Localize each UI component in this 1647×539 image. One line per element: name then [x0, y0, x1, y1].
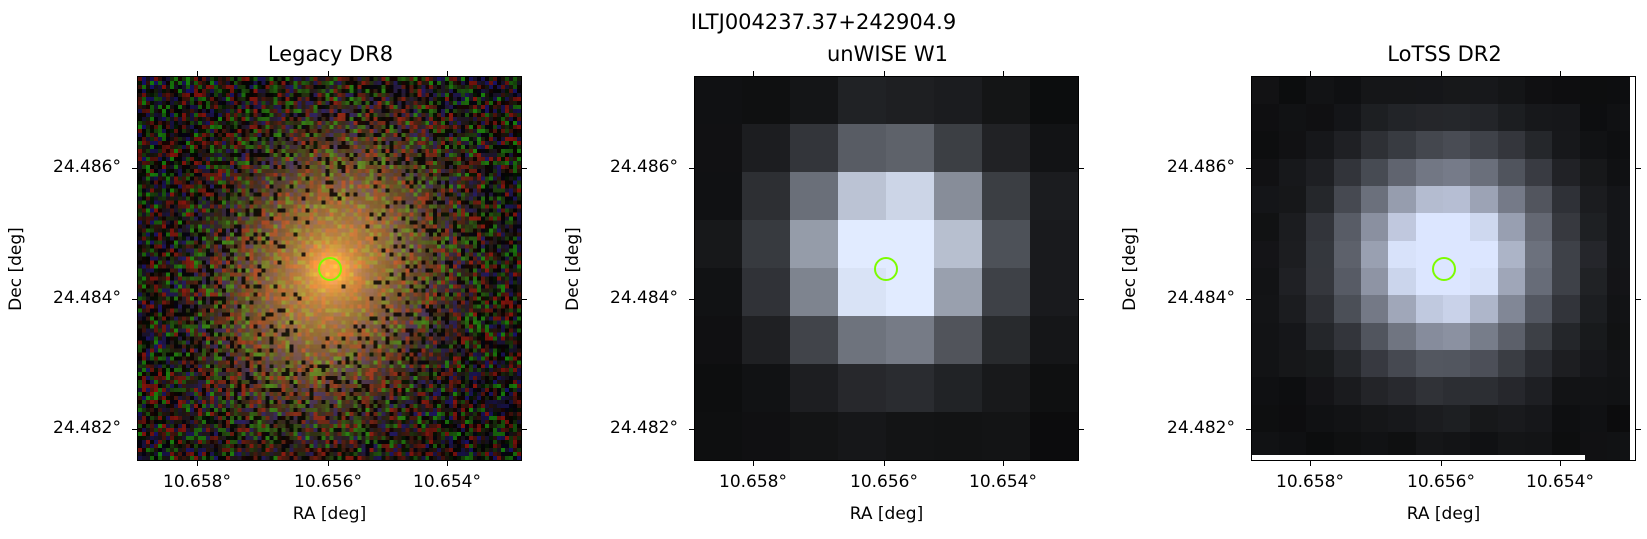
y-tick-right [521, 429, 527, 430]
y-tick-left [689, 168, 695, 169]
y-tick-label: 24.486° [610, 157, 678, 177]
y-tick-right [521, 299, 527, 300]
y-tick-label: 24.486° [1167, 157, 1235, 177]
y-tick-left [132, 168, 138, 169]
figure-title: ILTJ004237.37+242904.9 [690, 10, 957, 34]
x-axis-label: RA [deg] [292, 504, 367, 524]
y-axis-label: Dec [deg] [563, 227, 583, 311]
y-tick-left [132, 299, 138, 300]
x-tick-bottom [447, 460, 448, 466]
y-tick-left [689, 429, 695, 430]
y-tick-right [521, 168, 527, 169]
y-tick-right [1635, 168, 1641, 169]
y-tick-left [1246, 429, 1252, 430]
x-tick-bottom [1441, 460, 1442, 466]
y-tick-left [1246, 168, 1252, 169]
y-tick-label: 24.482° [610, 418, 678, 438]
x-tick-bottom [1560, 460, 1561, 466]
panel-title: unWISE W1 [827, 42, 948, 66]
unwise-w1-panel: unWISE W1 24.486° 24.484° 24.482° 10.658… [563, 42, 1084, 524]
x-tick-top [1310, 71, 1311, 77]
y-tick-right [1635, 429, 1641, 430]
x-tick-top [447, 71, 448, 77]
x-tick-label: 10.654° [969, 472, 1037, 492]
blank-edge [1252, 455, 1585, 460]
y-tick-left [132, 429, 138, 430]
panel-title: LoTSS DR2 [1387, 42, 1502, 66]
x-axis-label: RA [deg] [849, 504, 924, 524]
x-tick-label: 10.656° [850, 472, 918, 492]
source-marker [874, 257, 898, 281]
x-tick-top [1560, 71, 1561, 77]
x-tick-label: 10.658° [1276, 472, 1344, 492]
y-tick-label: 24.486° [53, 157, 121, 177]
y-tick-right [1078, 429, 1084, 430]
x-tick-bottom [884, 460, 885, 466]
y-tick-right [1078, 168, 1084, 169]
source-marker [318, 257, 342, 281]
x-tick-top [1003, 71, 1004, 77]
y-tick-left [1246, 299, 1252, 300]
x-tick-bottom [328, 460, 329, 466]
x-tick-label: 10.658° [163, 472, 231, 492]
x-tick-bottom [1310, 460, 1311, 466]
y-tick-label: 24.482° [1167, 418, 1235, 438]
panel-title: Legacy DR8 [267, 42, 394, 66]
x-tick-top [197, 71, 198, 77]
x-tick-bottom [753, 460, 754, 466]
lotss-dr2-panel: LoTSS DR2 24.486° 24.484° 24.482° 10.658… [1120, 42, 1641, 524]
x-tick-bottom [197, 460, 198, 466]
x-axis-label: RA [deg] [1406, 504, 1481, 524]
x-tick-top [884, 71, 885, 77]
x-tick-top [1441, 71, 1442, 77]
y-axis-label: Dec [deg] [1120, 227, 1140, 311]
x-tick-top [328, 71, 329, 77]
y-axis-label: Dec [deg] [6, 227, 26, 311]
legacy-dr8-panel: Legacy DR8 24.486° 24.484° 24.482° 10.65… [6, 42, 527, 524]
y-tick-left [689, 299, 695, 300]
y-tick-right [1635, 299, 1641, 300]
x-tick-bottom [1003, 460, 1004, 466]
x-tick-label: 10.658° [719, 472, 787, 492]
x-tick-label: 10.656° [294, 472, 362, 492]
y-tick-label: 24.484° [610, 288, 678, 308]
y-tick-label: 24.484° [53, 288, 121, 308]
source-marker [1432, 257, 1456, 281]
y-tick-right [1078, 299, 1084, 300]
blank-edge [1630, 77, 1635, 460]
y-tick-label: 24.484° [1167, 288, 1235, 308]
y-tick-label: 24.482° [53, 418, 121, 438]
x-tick-label: 10.654° [1526, 472, 1594, 492]
x-tick-top [753, 71, 754, 77]
x-tick-label: 10.656° [1407, 472, 1475, 492]
x-tick-label: 10.654° [413, 472, 481, 492]
